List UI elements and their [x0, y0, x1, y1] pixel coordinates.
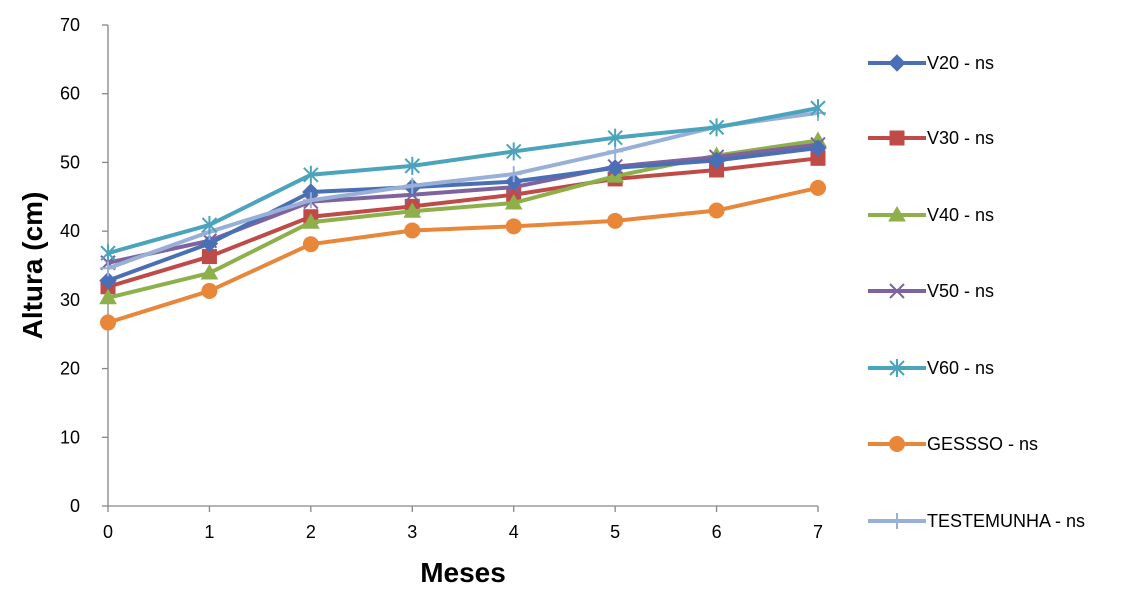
x-tick-label: 1 [204, 522, 214, 542]
data-point [303, 165, 319, 184]
y-tick-label: 0 [70, 496, 80, 516]
x-tick-label: 3 [407, 522, 417, 542]
legend-label: V30 - ns [927, 128, 994, 148]
data-point [810, 179, 826, 196]
data-point [505, 166, 522, 183]
data-point [607, 128, 623, 147]
legend-item: GESSSO - ns [868, 434, 1038, 454]
y-tick-label: 20 [60, 359, 80, 379]
y-tick-label: 50 [60, 152, 80, 172]
series-v60-ns [100, 99, 826, 263]
series-line [107, 185, 819, 325]
series-gessso-ns [100, 179, 826, 331]
data-point [301, 213, 320, 229]
data-point [99, 271, 117, 290]
data-point [403, 202, 422, 218]
data-point [607, 212, 624, 229]
y-tick-label: 40 [60, 221, 80, 241]
legend-marker [889, 359, 905, 377]
y-tick-label: 70 [60, 15, 80, 35]
series-line [107, 156, 819, 289]
legend-item: V20 - ns [868, 53, 994, 73]
x-tick-label: 5 [610, 522, 620, 542]
axes: 0 10 20 30 40 50 60 70 0 1 2 3 4 5 6 7 [60, 15, 823, 542]
y-tick-label: 30 [60, 290, 80, 310]
legend-item: V50 - ns [868, 281, 994, 301]
y-tick-label: 10 [60, 427, 80, 447]
data-point [506, 142, 522, 161]
data-point [100, 314, 116, 331]
data-point [201, 282, 218, 299]
data-point [100, 244, 116, 263]
y-axis-title: Altura (cm) [17, 192, 48, 340]
legend-item: TESTEMUNHA - ns [868, 511, 1085, 531]
plot-area [99, 99, 827, 331]
data-point [99, 288, 117, 305]
data-point [810, 99, 826, 118]
x-tick-label: 4 [509, 522, 519, 542]
legend: V20 - ns V30 - ns V40 - ns V50 - ns V60 - ns… [868, 53, 1085, 531]
legend-marker [889, 436, 905, 452]
legend-marker [889, 283, 905, 299]
data-point [302, 236, 319, 253]
data-point [100, 260, 116, 277]
x-tick-label: 7 [813, 522, 823, 542]
data-point [708, 118, 725, 137]
series-line [107, 146, 819, 283]
legend-label: V20 - ns [927, 53, 994, 73]
legend-marker [889, 130, 905, 146]
legend-item: V30 - ns [868, 128, 994, 148]
x-axis-title: Meses [420, 557, 506, 588]
x-tick-label: 2 [306, 522, 316, 542]
data-point [707, 151, 726, 170]
data-point [201, 215, 218, 234]
legend-label: TESTEMUNHA - ns [927, 511, 1085, 531]
data-point [404, 156, 420, 175]
data-point [200, 234, 219, 253]
data-point [404, 177, 421, 194]
legend-marker [889, 513, 905, 529]
data-point [708, 202, 725, 219]
legend-label: V40 - ns [927, 205, 994, 225]
data-point [404, 222, 421, 239]
legend-item: V60 - ns [868, 358, 994, 378]
y-tick-label: 60 [60, 84, 80, 104]
legend-marker [888, 205, 906, 222]
x-tick-label: 0 [103, 522, 113, 542]
data-point [505, 218, 522, 235]
legend-item: V40 - ns [868, 205, 994, 225]
data-point [200, 264, 219, 280]
legend-label: V50 - ns [927, 281, 994, 301]
legend-label: GESSSO - ns [927, 434, 1038, 454]
legend-label: V60 - ns [927, 358, 994, 378]
data-point [504, 193, 523, 210]
series-line [107, 106, 819, 256]
data-point [606, 159, 624, 177]
legend-marker [888, 54, 906, 72]
data-point [302, 192, 319, 209]
data-point [809, 139, 827, 157]
x-tick-label: 6 [712, 522, 722, 542]
